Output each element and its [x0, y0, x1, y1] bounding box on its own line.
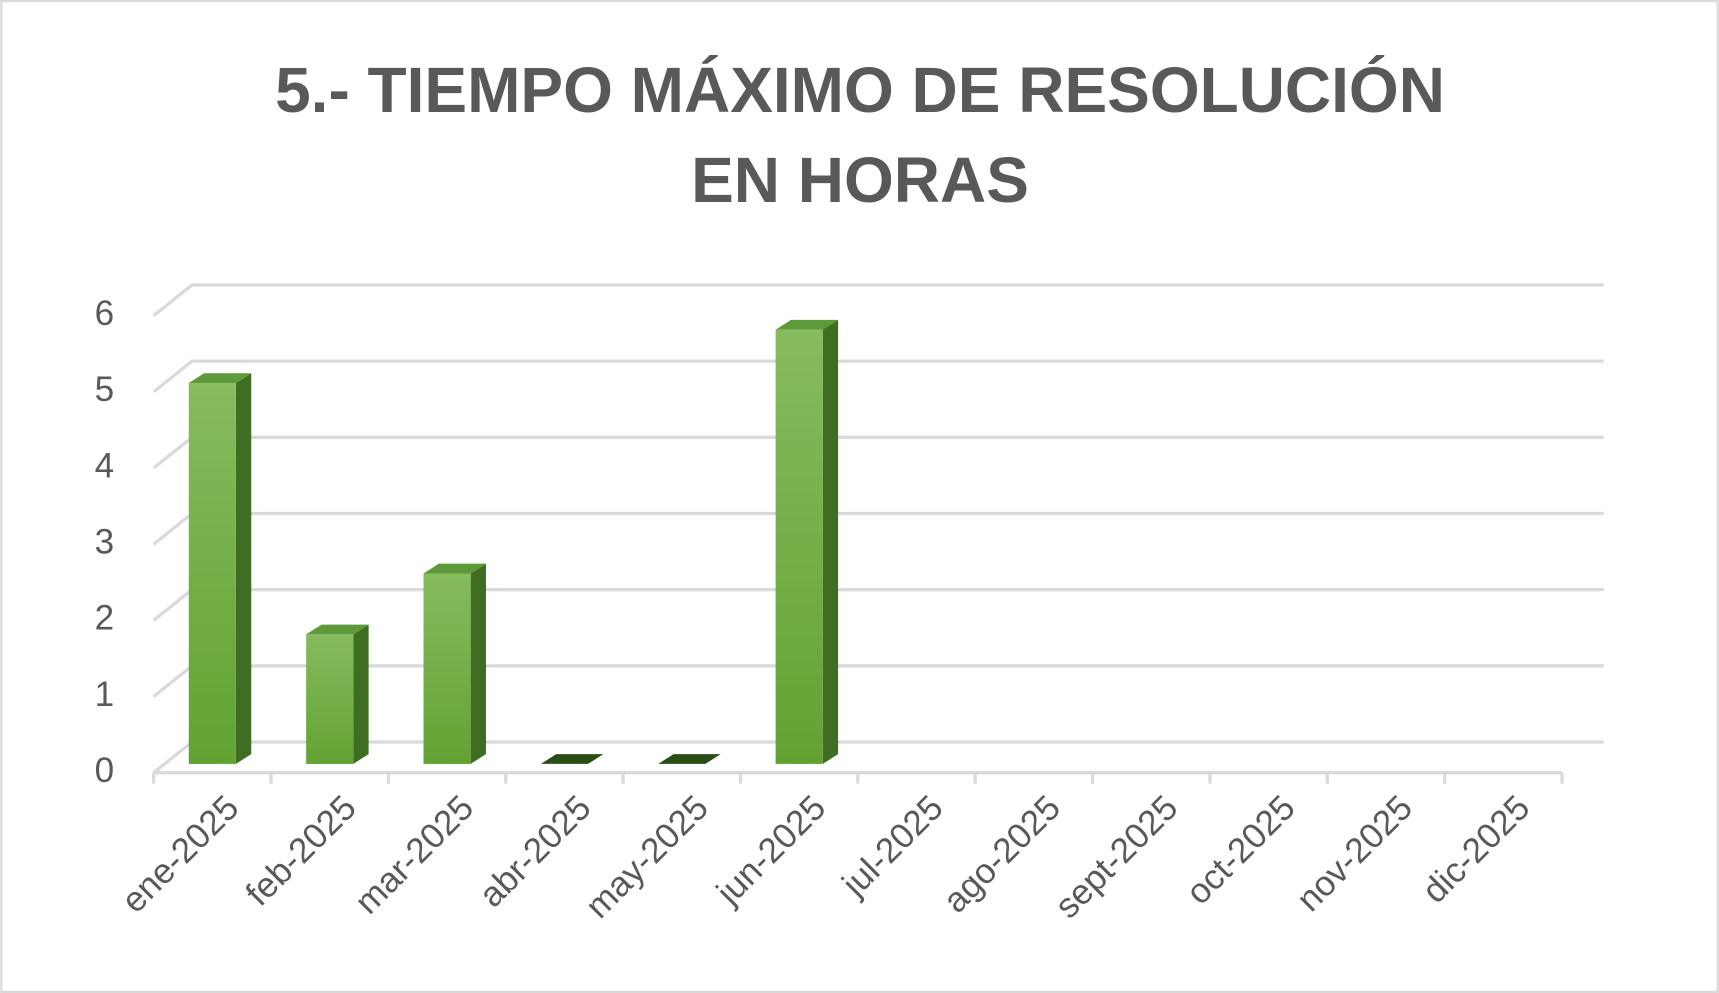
y-tick-label: 4 — [95, 446, 115, 485]
bar — [658, 754, 721, 764]
bar — [188, 373, 252, 764]
bar — [540, 754, 604, 764]
bar-face — [306, 624, 369, 635]
bar-face — [822, 319, 839, 764]
x-tick-label: jun-2025 — [709, 788, 834, 913]
x-tick-label: feb-2025 — [238, 788, 363, 913]
y-tick-label: 1 — [95, 675, 115, 714]
bar-face — [658, 754, 721, 764]
y-tick-label: 2 — [95, 599, 115, 638]
bar-face — [775, 319, 839, 330]
x-tick-label: oct-2025 — [1179, 788, 1303, 912]
grid-line — [152, 435, 1604, 470]
chart-title: 5.- TIEMPO MÁXIMO DE RESOLUCIÓN EN HORAS — [275, 54, 1445, 216]
y-tick-label: 0 — [95, 751, 115, 790]
grid-line — [152, 359, 1604, 394]
bar-face — [353, 624, 369, 764]
grid-line — [152, 511, 1604, 546]
x-tick-label: mar-2025 — [348, 788, 482, 922]
bar-face — [775, 329, 823, 764]
y-tick-label: 6 — [95, 294, 115, 333]
bar-face — [423, 573, 471, 764]
bar-face — [306, 634, 354, 764]
bar — [423, 563, 486, 764]
grid-line — [152, 740, 1604, 774]
bar-face — [540, 754, 604, 764]
bar-face — [188, 373, 252, 384]
y-tick-label: 3 — [95, 522, 115, 561]
x-tick-label: ene-2025 — [114, 788, 246, 920]
bar — [306, 624, 369, 764]
x-tick-label: ago-2025 — [936, 788, 1068, 920]
bar — [775, 319, 839, 764]
bar-face — [423, 563, 486, 574]
bar-face — [235, 373, 252, 764]
x-tick-label: jul-2025 — [834, 788, 951, 905]
x-tick-label: dic-2025 — [1415, 788, 1538, 911]
y-tick-label: 5 — [95, 370, 115, 409]
x-tick-label: nov-2025 — [1289, 788, 1420, 919]
x-tick-label: sept-2025 — [1048, 788, 1186, 926]
bar-face — [470, 563, 486, 764]
grid-line — [152, 664, 1604, 698]
grid-line — [152, 283, 1604, 317]
grid-line — [152, 588, 1604, 622]
x-tick-label: may-2025 — [578, 788, 716, 926]
bar-face — [188, 383, 236, 764]
